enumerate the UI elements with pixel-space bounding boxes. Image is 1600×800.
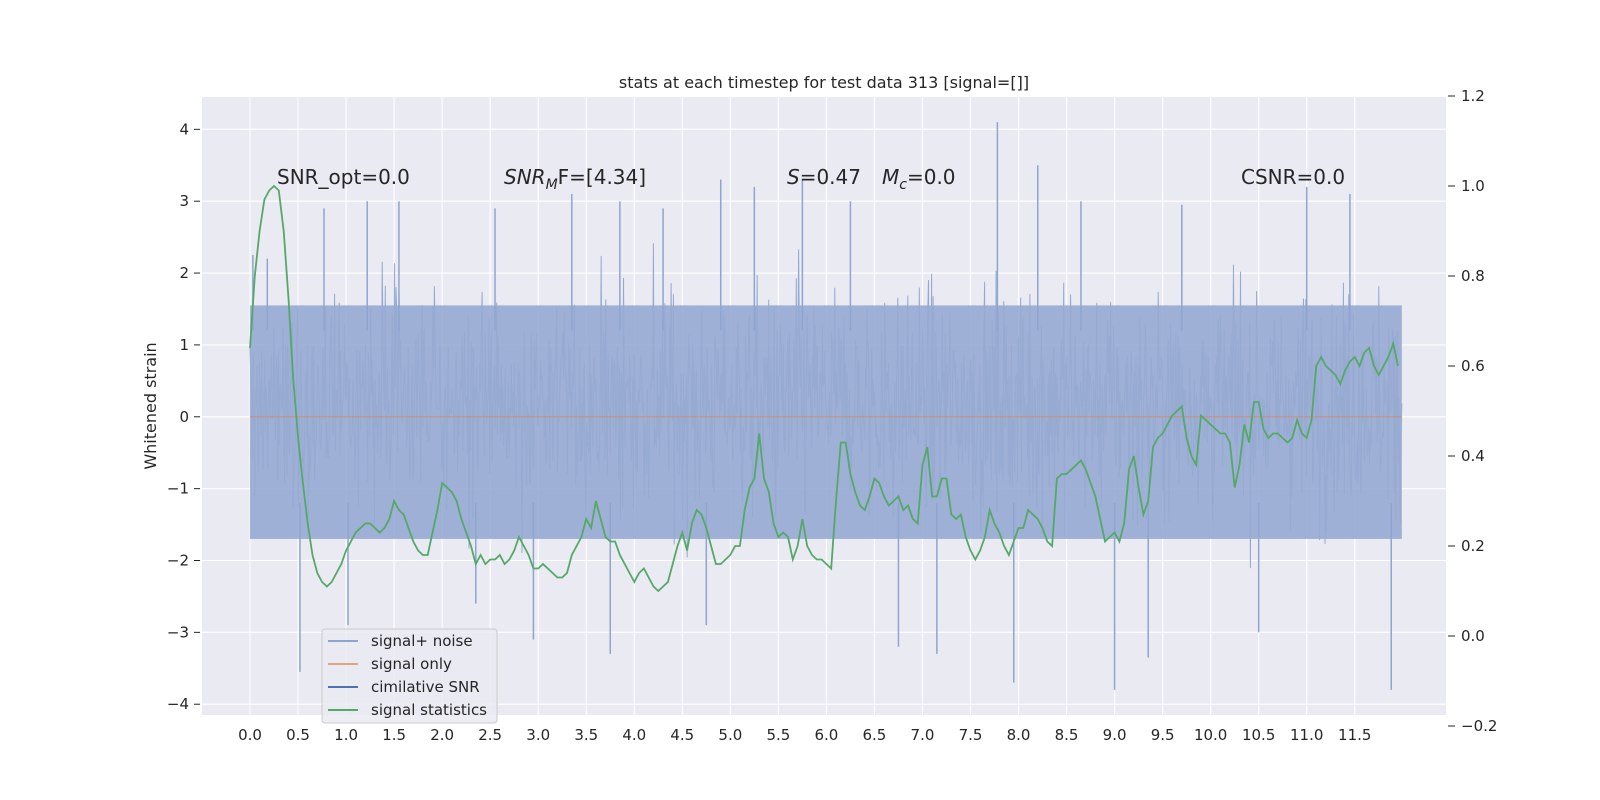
x-tick-label: 4.0 — [622, 726, 646, 744]
y2-tick-label: 0.4 — [1461, 447, 1485, 465]
y2-tick-label: 0.6 — [1461, 357, 1485, 375]
x-tick-label: 10.5 — [1242, 726, 1275, 744]
legend-box — [321, 628, 498, 724]
x-tick-label: 8.5 — [1055, 726, 1079, 744]
x-tick-label: 7.5 — [959, 726, 983, 744]
annotation-s: S=0.47 — [787, 165, 861, 189]
x-tick-label: 4.5 — [670, 726, 694, 744]
x-tick-label: 7.0 — [911, 726, 935, 744]
x-tick-label: 8.0 — [1007, 726, 1031, 744]
y2-tick-label: 0.8 — [1461, 267, 1485, 285]
y-tick-label: −4 — [167, 695, 189, 713]
x-tick-label: 2.0 — [430, 726, 454, 744]
annotation-mc: Mc=0.0 — [882, 165, 956, 193]
y-tick-label: 1 — [179, 336, 189, 354]
legend-label-signal-noise: signal+ noise — [371, 632, 473, 650]
y2-tick-label: 0.0 — [1461, 627, 1485, 645]
x-tick-label: 6.0 — [814, 726, 838, 744]
x-tick-label: 1.5 — [382, 726, 406, 744]
y-tick-label: −1 — [167, 480, 189, 498]
x-tick-label: 0.5 — [286, 726, 310, 744]
legend-label-signal-statistics: signal statistics — [371, 701, 487, 719]
y2-tick-label: 1.2 — [1461, 87, 1485, 105]
x-tick-label: 3.5 — [574, 726, 598, 744]
x-tick-label: 0.0 — [238, 726, 262, 744]
signal-statistics-line — [249, 184, 1399, 593]
x-tick-label: 9.0 — [1103, 726, 1127, 744]
x-tick-label: 9.5 — [1151, 726, 1175, 744]
y2-tick-label: 1.0 — [1461, 177, 1485, 195]
signal-statistics-series — [249, 184, 1399, 593]
y-axis-label: Whitened strain — [141, 342, 160, 469]
x-axis: 0.0 0.5 1.0 1.5 2.0 2.5 3.0 3.5 4.0 4.5 5.0 5.5 6.0 6… — [238, 726, 1371, 744]
y-tick-label: −3 — [167, 623, 189, 641]
x-tick-label: 1.0 — [334, 726, 358, 744]
legend-label-cumulative-snr: cimilative SNR — [371, 678, 480, 696]
x-tick-label: 11.0 — [1290, 726, 1323, 744]
x-tick-label: 11.5 — [1338, 726, 1371, 744]
legend-label-signal-only: signal only — [371, 655, 452, 673]
x-tick-label: 6.5 — [863, 726, 887, 744]
signal-noise-series — [249, 122, 1403, 690]
signal-noise-band — [250, 305, 1402, 539]
y2-axis: 1.2 1.0 0.8 0.6 0.4 0.2 0.0 −0.2 — [1448, 87, 1497, 735]
y-tick-label: 3 — [179, 192, 189, 210]
x-tick-label: 2.5 — [478, 726, 502, 744]
x-tick-label: 3.0 — [526, 726, 550, 744]
y-tick-label: 0 — [179, 408, 189, 426]
y-tick-label: 4 — [179, 120, 189, 138]
chart-title: stats at each timestep for test data 313… — [619, 73, 1029, 92]
annotation-snr-mf: SNRMF=[4.34] — [504, 165, 646, 193]
annotation-csnr: CSNR=0.0 — [1241, 165, 1345, 189]
y2-tick-label: −0.2 — [1461, 717, 1497, 735]
y-tick-label: 2 — [179, 264, 189, 282]
x-tick-label: 5.0 — [718, 726, 742, 744]
legend: signal+ noise signal only cimilative SNR… — [321, 628, 498, 724]
y2-tick-label: 0.2 — [1461, 537, 1485, 555]
y-tick-label: −2 — [167, 552, 189, 570]
x-tick-label: 5.5 — [766, 726, 790, 744]
annotation-snr-opt: SNR_opt=0.0 — [277, 165, 410, 189]
y-axis: 4 3 2 1 0 −1 −2 −3 −4 — [167, 120, 200, 713]
x-tick-label: 10.0 — [1194, 726, 1227, 744]
